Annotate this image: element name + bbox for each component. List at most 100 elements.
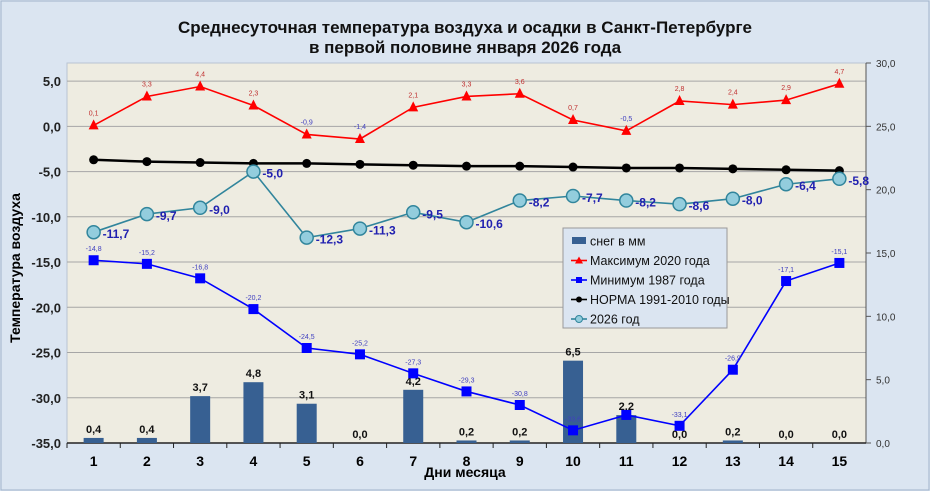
max-2020-marker bbox=[195, 80, 206, 91]
min-1987-label: -33,6 bbox=[565, 416, 581, 423]
max-2020-marker bbox=[461, 90, 472, 101]
x-tick-label: 12 bbox=[672, 453, 688, 469]
snow-bar bbox=[243, 382, 264, 443]
y2-tick-label: 20,0 bbox=[876, 186, 896, 197]
y-tick-label: 5,0 bbox=[43, 74, 61, 89]
year-2026-label: -7,7 bbox=[582, 191, 603, 205]
snow-bar-label: 0,4 bbox=[86, 424, 102, 436]
min-1987-label: -20,2 bbox=[245, 295, 261, 302]
x-axis-label: Дни месяца bbox=[424, 464, 506, 480]
max-2020-marker bbox=[408, 101, 419, 112]
year-2026-label: -9,7 bbox=[156, 209, 177, 223]
snow-bar-label: 3,7 bbox=[193, 382, 208, 394]
year-2026-marker bbox=[459, 214, 474, 230]
min-1987-label: -16,8 bbox=[192, 264, 208, 271]
x-tick-label: 3 bbox=[196, 453, 204, 469]
min-1987-marker bbox=[141, 258, 152, 269]
norm-marker bbox=[89, 155, 99, 165]
snow-bar-label: 0,0 bbox=[832, 429, 847, 441]
min-1987-marker bbox=[727, 364, 738, 375]
max-2020-label: 2,1 bbox=[408, 92, 418, 99]
y-tick-label: -20,0 bbox=[31, 300, 61, 315]
y2-tick-label: 25,0 bbox=[876, 122, 896, 133]
y2-tick-label: 0,0 bbox=[876, 439, 890, 450]
snow-bar-label: 6,5 bbox=[565, 347, 580, 359]
x-tick-label: 7 bbox=[409, 453, 417, 469]
norm-marker bbox=[781, 165, 791, 175]
year-2026-label: -8,6 bbox=[689, 199, 710, 213]
x-tick-label: 4 bbox=[250, 453, 258, 469]
max-2020-label: 4,7 bbox=[834, 69, 844, 76]
min-1987-label: -24,5 bbox=[299, 334, 315, 341]
min-1987-label: -25,2 bbox=[352, 340, 368, 347]
snow-bar-label: 3,1 bbox=[299, 390, 314, 402]
snow-bar bbox=[296, 403, 317, 443]
year-2026-marker bbox=[405, 205, 421, 220]
max-2020-marker bbox=[621, 124, 632, 135]
min-1987-marker bbox=[408, 368, 419, 379]
norm-marker bbox=[408, 160, 418, 170]
norm-marker bbox=[302, 158, 312, 168]
year-2026-marker bbox=[725, 191, 741, 206]
min-1987-marker bbox=[354, 349, 365, 360]
y-tick-label: -15,0 bbox=[31, 255, 61, 270]
year-2026-label: -5,0 bbox=[262, 167, 283, 181]
y-axis-label: Температура воздуха bbox=[7, 193, 23, 343]
norm-marker bbox=[728, 164, 738, 174]
legend-box bbox=[562, 227, 728, 329]
year-2026-marker bbox=[672, 196, 687, 212]
max-2020-label: 3,6 bbox=[515, 79, 525, 86]
max-2020-label: -0,5 bbox=[620, 116, 632, 123]
norm-marker bbox=[462, 161, 471, 171]
norm-marker bbox=[675, 163, 685, 173]
year-2026-marker bbox=[512, 193, 528, 208]
year-2026-marker bbox=[352, 221, 368, 236]
x-tick-label: 15 bbox=[832, 453, 848, 469]
min-1987-label: -17,1 bbox=[778, 267, 794, 274]
x-tick-label: 1 bbox=[90, 453, 98, 469]
max-2020-label: 2,9 bbox=[781, 85, 791, 92]
max-2020-marker bbox=[354, 133, 365, 143]
year-2026-marker bbox=[565, 188, 581, 204]
year-2026-label: -8,2 bbox=[529, 196, 550, 210]
y2-tick-label: 30,0 bbox=[876, 59, 896, 70]
y2-tick-label: 5,0 bbox=[876, 376, 890, 387]
min-1987-label: -29,3 bbox=[459, 377, 475, 384]
year-2026-label: -9,5 bbox=[422, 207, 443, 221]
max-2020-label: -0,9 bbox=[301, 119, 313, 126]
snow-bar bbox=[83, 437, 104, 443]
legend-marker bbox=[576, 277, 582, 283]
snow-bar-label: 0,0 bbox=[778, 429, 793, 441]
y-tick-label: -30,0 bbox=[31, 391, 61, 406]
max-2020-marker bbox=[141, 90, 152, 101]
legend: снег в мм Максимум 2020 года Минимум 1987 … bbox=[562, 227, 730, 329]
snow-bar-label: 4,2 bbox=[406, 376, 421, 388]
chart-title-line-1: Среднесуточная температура воздуха и оса… bbox=[178, 18, 752, 37]
year-2026-label: -12,3 bbox=[316, 233, 344, 247]
min-1987-label: -15,2 bbox=[139, 250, 155, 257]
year-2026-label: -11,3 bbox=[369, 224, 396, 238]
year-2026-label: -10,6 bbox=[476, 217, 504, 231]
legend-label: снег в мм bbox=[590, 235, 645, 249]
max-2020-marker bbox=[514, 87, 525, 98]
min-1987-marker bbox=[195, 273, 206, 284]
year-2026-marker bbox=[86, 224, 101, 240]
min-1987-label: -33,1 bbox=[672, 412, 688, 419]
year-2026-label: -6,4 bbox=[795, 179, 816, 193]
y-tick-label: 0,0 bbox=[43, 119, 61, 134]
min-1987-label: -15,1 bbox=[831, 249, 847, 256]
legend-label: 2026 год bbox=[590, 313, 640, 327]
max-2020-label: 2,4 bbox=[728, 90, 738, 97]
max-2020-label: 2,8 bbox=[675, 86, 685, 93]
snow-bar bbox=[563, 360, 584, 443]
x-tick-label: 14 bbox=[778, 453, 794, 469]
snow-bar-label: 0,2 bbox=[725, 426, 740, 438]
norm-marker bbox=[142, 157, 152, 167]
x-tick-label: 8 bbox=[463, 453, 471, 469]
snow-bar-label: 0,0 bbox=[352, 429, 367, 441]
max-2020-marker bbox=[568, 114, 579, 124]
y-tick-label: -5,0 bbox=[39, 165, 61, 180]
y2-tick-label: 10,0 bbox=[876, 312, 896, 323]
norm-marker bbox=[568, 162, 578, 172]
